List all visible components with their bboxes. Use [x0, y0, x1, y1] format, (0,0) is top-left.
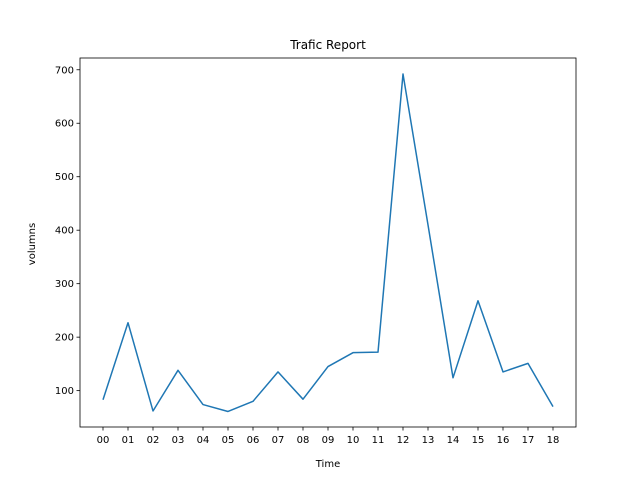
y-tick-label: 700 [55, 65, 74, 76]
y-tick-label: 500 [55, 172, 74, 183]
y-tick-label: 200 [55, 333, 74, 344]
y-tick-label: 100 [55, 386, 74, 397]
y-tick-label: 300 [55, 279, 74, 290]
y-axis-label: volumns [27, 223, 38, 265]
x-tick-label: 10 [347, 435, 360, 446]
x-tick-label: 02 [147, 435, 160, 446]
x-tick-label: 05 [222, 435, 235, 446]
x-tick-label: 16 [497, 435, 510, 446]
x-tick-label: 12 [397, 435, 410, 446]
plot-area: 00 01 02 03 04 05 06 07 08 09 10 11 12 13 14 15 16 17 18 10… [55, 57, 577, 446]
x-tick-label: 11 [372, 435, 385, 446]
x-tick-label: 03 [172, 435, 185, 446]
x-tick-label: 13 [422, 435, 435, 446]
x-tick-label: 01 [122, 435, 135, 446]
x-tick-label: 18 [547, 435, 560, 446]
x-tick-label: 09 [322, 435, 335, 446]
x-tick-label: 04 [197, 435, 210, 446]
y-tick-label: 400 [55, 226, 74, 237]
y-tick-label: 600 [55, 119, 74, 130]
x-tick-label: 15 [472, 435, 485, 446]
series-line [102, 73, 554, 413]
x-tick-label: 06 [247, 435, 260, 446]
x-tick-label: 00 [97, 435, 110, 446]
x-axis-label: Time [315, 459, 340, 470]
chart-title: Trafic Report [289, 38, 366, 52]
x-tick-label: 14 [447, 435, 460, 446]
x-tick-label: 07 [272, 435, 285, 446]
x-tick-label: 08 [297, 435, 310, 446]
x-tick-label: 17 [522, 435, 535, 446]
